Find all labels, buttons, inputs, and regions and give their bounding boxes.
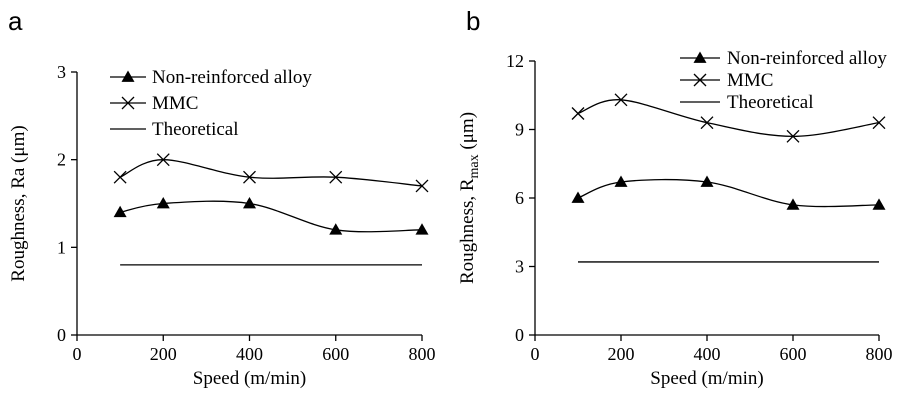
data-point-non-reinforced-alloy [614,175,628,187]
x-tick-label: 800 [866,344,893,364]
panel-letter-b: b [466,6,480,36]
x-tick-label: 400 [236,344,263,364]
data-point-non-reinforced-alloy [872,198,886,210]
data-point-non-reinforced-alloy [786,198,800,210]
data-point-mmc [113,170,127,184]
y-axis-title: Roughness, Ra (μm) [8,125,29,281]
x-tick-label: 400 [694,344,721,364]
data-point-mmc [614,93,628,107]
x-axis-title: Speed (m/min) [650,368,763,389]
y-tick-label: 2 [57,150,66,170]
x-tick-label: 0 [531,344,540,364]
data-point-non-reinforced-alloy [113,205,127,218]
data-point-mmc [156,153,170,167]
data-point-non-reinforced-alloy [415,223,429,235]
legend-marker-non-reinforced-alloy [121,70,135,82]
data-point-mmc [786,129,800,143]
y-tick-label: 3 [57,62,66,82]
data-point-mmc [415,179,429,193]
y-tick-label: 0 [57,325,66,345]
x-tick-label: 800 [409,344,436,364]
chart-panel-a: a 0 200 400 600 800 0 1 2 3 Speed (m/min) Roughness… [8,6,436,389]
legend-label-non-reinforced-alloy: Non-reinforced alloy [152,67,312,88]
legend-label-non-reinforced-alloy: Non-reinforced alloy [727,48,887,69]
data-point-mmc [329,170,343,184]
legend-label-mmc: MMC [152,93,198,114]
legend-label-theoretical: Theoretical [152,119,239,140]
x-tick-label: 0 [73,344,82,364]
data-point-non-reinforced-alloy [571,191,585,203]
data-point-mmc [872,116,886,130]
legend-marker-mmc [121,96,135,110]
data-point-mmc [243,170,256,184]
y-tick-label: 12 [506,51,524,71]
x-tick-label: 200 [150,344,177,364]
y-tick-label: 6 [515,188,524,208]
legend-marker-non-reinforced-alloy [693,51,707,63]
legend-label-mmc: MMC [727,70,773,91]
series-line-mmc [119,159,423,187]
chart-panel-b: b 0 200 400 600 800 0 3 6 9 12 Speed (m/min) Roughne… [457,6,893,389]
x-tick-label: 600 [322,344,349,364]
data-point-non-reinforced-alloy [329,223,343,235]
data-point-non-reinforced-alloy [243,197,256,209]
y-tick-label: 0 [515,325,524,345]
data-point-non-reinforced-alloy [700,175,714,187]
data-point-mmc [700,116,714,130]
legend-label-theoretical: Theoretical [727,92,814,113]
y-axis-title: Roughness, Rmax (μm) [457,112,482,284]
y-tick-label: 3 [515,257,524,277]
legend-marker-mmc [693,73,707,87]
data-point-non-reinforced-alloy [156,197,170,209]
x-tick-label: 600 [780,344,807,364]
y-tick-label: 9 [515,120,524,140]
y-tick-label: 1 [57,237,66,257]
data-point-mmc [571,107,585,120]
x-tick-label: 200 [608,344,635,364]
x-axis-title: Speed (m/min) [193,368,306,389]
panel-letter-a: a [8,6,23,36]
